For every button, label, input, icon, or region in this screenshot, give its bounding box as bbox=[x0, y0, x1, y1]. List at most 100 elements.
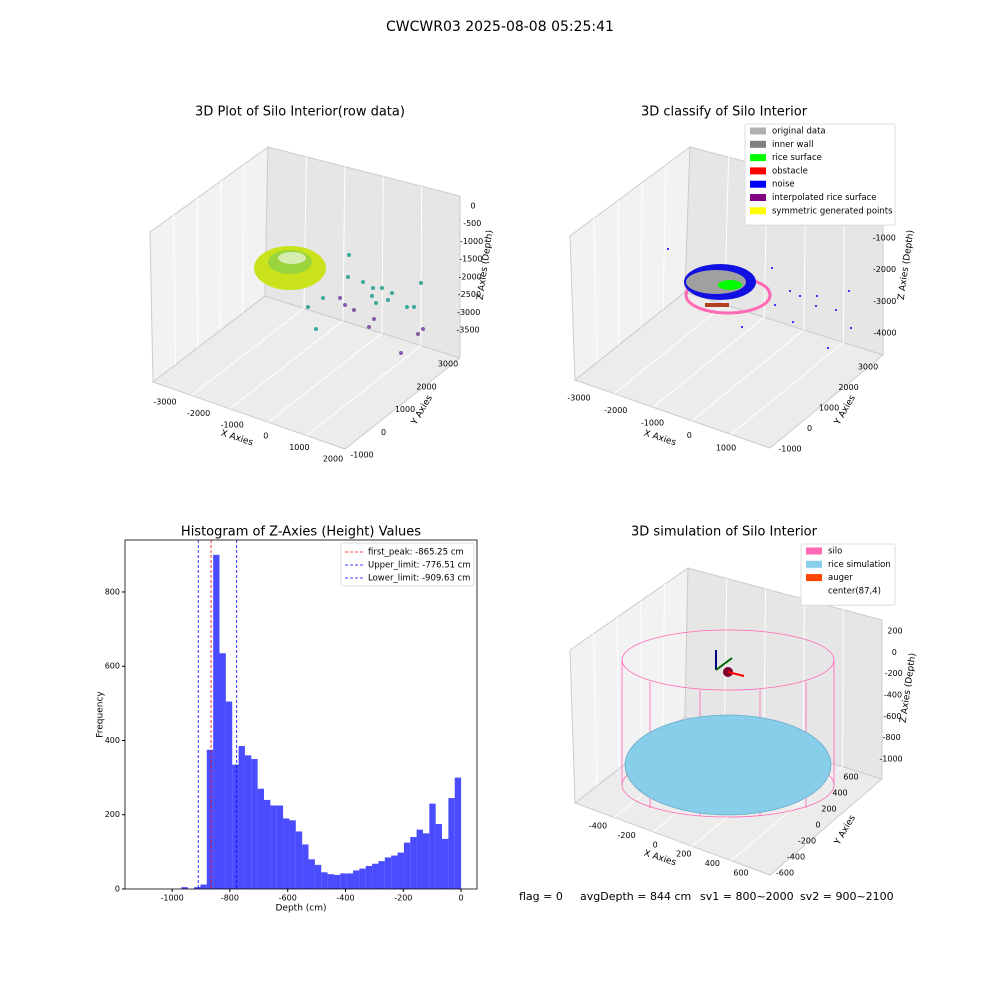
footer-flag: flag = 0 bbox=[519, 890, 563, 903]
x-tick-label: -400 bbox=[589, 822, 607, 831]
z-tick-label: -1000 bbox=[879, 755, 902, 764]
legend-label: Lower_limit: -909.63 cm bbox=[368, 574, 470, 584]
y-tick-label: -400 bbox=[787, 853, 805, 862]
bar bbox=[454, 777, 462, 889]
bar bbox=[232, 764, 239, 889]
bar bbox=[219, 653, 226, 889]
z-tick-label: -3000 bbox=[873, 297, 896, 306]
bar bbox=[429, 803, 436, 889]
grid-line-3d bbox=[593, 633, 598, 786]
legend-label: center(87,4) bbox=[828, 586, 881, 596]
bar bbox=[448, 798, 455, 889]
z-tick-label: -1500 bbox=[459, 255, 482, 264]
z-tick-label: -4000 bbox=[873, 329, 896, 338]
bar bbox=[346, 873, 354, 889]
x-tick-label: -1000 bbox=[641, 419, 664, 428]
legend-swatch bbox=[806, 560, 822, 568]
bar bbox=[289, 820, 296, 889]
legend-swatch bbox=[750, 140, 766, 148]
panel-title: 3D classify of Silo Interior bbox=[641, 105, 808, 120]
grid-line-3d bbox=[420, 186, 423, 346]
x-tick-label: -200 bbox=[618, 831, 636, 840]
grid-line-3d bbox=[662, 584, 665, 735]
x-tick-label: 400 bbox=[705, 859, 720, 868]
grid-line-3d bbox=[229, 320, 344, 410]
grid-line-3d bbox=[613, 304, 725, 394]
legend-swatch bbox=[750, 167, 766, 175]
z-tick-label: -3500 bbox=[456, 326, 479, 335]
bar bbox=[384, 857, 392, 889]
y-tick-label: 200 bbox=[105, 810, 120, 819]
grid-line-3d bbox=[652, 316, 765, 408]
z-axis-label: Z Axies (Depth) bbox=[897, 229, 917, 300]
legend-label: rice simulation bbox=[828, 560, 891, 570]
bar bbox=[302, 844, 309, 889]
decor-panel-1 bbox=[254, 246, 425, 355]
grid-line-3d bbox=[342, 166, 346, 321]
bar bbox=[359, 868, 366, 889]
bar bbox=[257, 788, 265, 889]
y-tick-label: 1000 bbox=[819, 404, 839, 413]
bar bbox=[181, 887, 188, 889]
z-tick-label: 0 bbox=[470, 202, 475, 211]
z-tick-label: -600 bbox=[883, 712, 901, 721]
x-tick-label: -600 bbox=[279, 894, 297, 903]
bar bbox=[410, 837, 417, 889]
x-axis-label: X Axies bbox=[642, 849, 677, 869]
z-tick-label: -500 bbox=[463, 219, 481, 228]
footer-sv1: sv1 = 800~2000 bbox=[700, 890, 794, 903]
x-tick-label: -1000 bbox=[160, 894, 183, 903]
y-tick-label: -1000 bbox=[350, 451, 373, 460]
panel-title: 3D Plot of Silo Interior(row data) bbox=[195, 105, 405, 120]
z-tick-label: -2000 bbox=[873, 265, 896, 274]
bar bbox=[340, 873, 347, 889]
bar bbox=[194, 887, 201, 889]
legend-swatch bbox=[806, 587, 822, 595]
bar bbox=[327, 874, 334, 889]
x-tick-label: -400 bbox=[336, 894, 354, 903]
legend-swatch bbox=[750, 180, 766, 188]
figure-title: CWCWR03 2025-08-08 05:25:41 bbox=[386, 19, 614, 35]
y-axis-label: Frequency bbox=[96, 691, 106, 738]
y-tick-label: 3000 bbox=[438, 360, 458, 369]
bar bbox=[264, 799, 271, 889]
z-tick-label: -800 bbox=[883, 733, 901, 742]
y-tick-label: 800 bbox=[105, 587, 120, 596]
bar bbox=[397, 852, 404, 889]
panel-3d bbox=[149, 146, 462, 450]
x-tick-label: 600 bbox=[733, 869, 748, 878]
bar bbox=[308, 859, 315, 889]
legend-box bbox=[800, 543, 896, 606]
y-tick-label: 600 bbox=[843, 773, 858, 782]
bar bbox=[270, 805, 277, 889]
y-tick-label: -200 bbox=[798, 837, 816, 846]
grid-line-3d bbox=[196, 197, 199, 348]
z-tick-label: -2500 bbox=[458, 290, 481, 299]
bar bbox=[416, 829, 423, 889]
x-tick-label: 0 bbox=[459, 894, 464, 903]
legend-label: inner wall bbox=[772, 140, 813, 150]
bar bbox=[276, 805, 284, 889]
legend-swatch bbox=[806, 574, 822, 582]
bar bbox=[314, 864, 322, 889]
bar bbox=[225, 701, 233, 889]
x-tick-label: 0 bbox=[687, 431, 692, 440]
x-axis-label: Depth (cm) bbox=[275, 904, 326, 914]
x-tick-label: -2000 bbox=[187, 409, 210, 418]
bar bbox=[251, 759, 258, 889]
grid-line-3d bbox=[640, 182, 643, 328]
legend-label: obstacle bbox=[772, 166, 808, 176]
grid-line-3d bbox=[306, 345, 422, 436]
legend-box bbox=[744, 123, 896, 226]
grid-line-3d bbox=[267, 332, 383, 423]
legend-label: original data bbox=[772, 127, 826, 137]
x-axis-label: X Axies bbox=[219, 429, 254, 449]
z-tick-label: -1000 bbox=[873, 233, 896, 242]
bar bbox=[333, 874, 341, 889]
legend-label: rice surface bbox=[772, 153, 822, 163]
z-axis-label: Z Axies (Depth) bbox=[899, 652, 919, 723]
grid-line-3d bbox=[842, 609, 844, 767]
bar bbox=[372, 863, 379, 889]
y-tick-label: 0 bbox=[807, 424, 812, 433]
pane-right bbox=[264, 146, 461, 359]
